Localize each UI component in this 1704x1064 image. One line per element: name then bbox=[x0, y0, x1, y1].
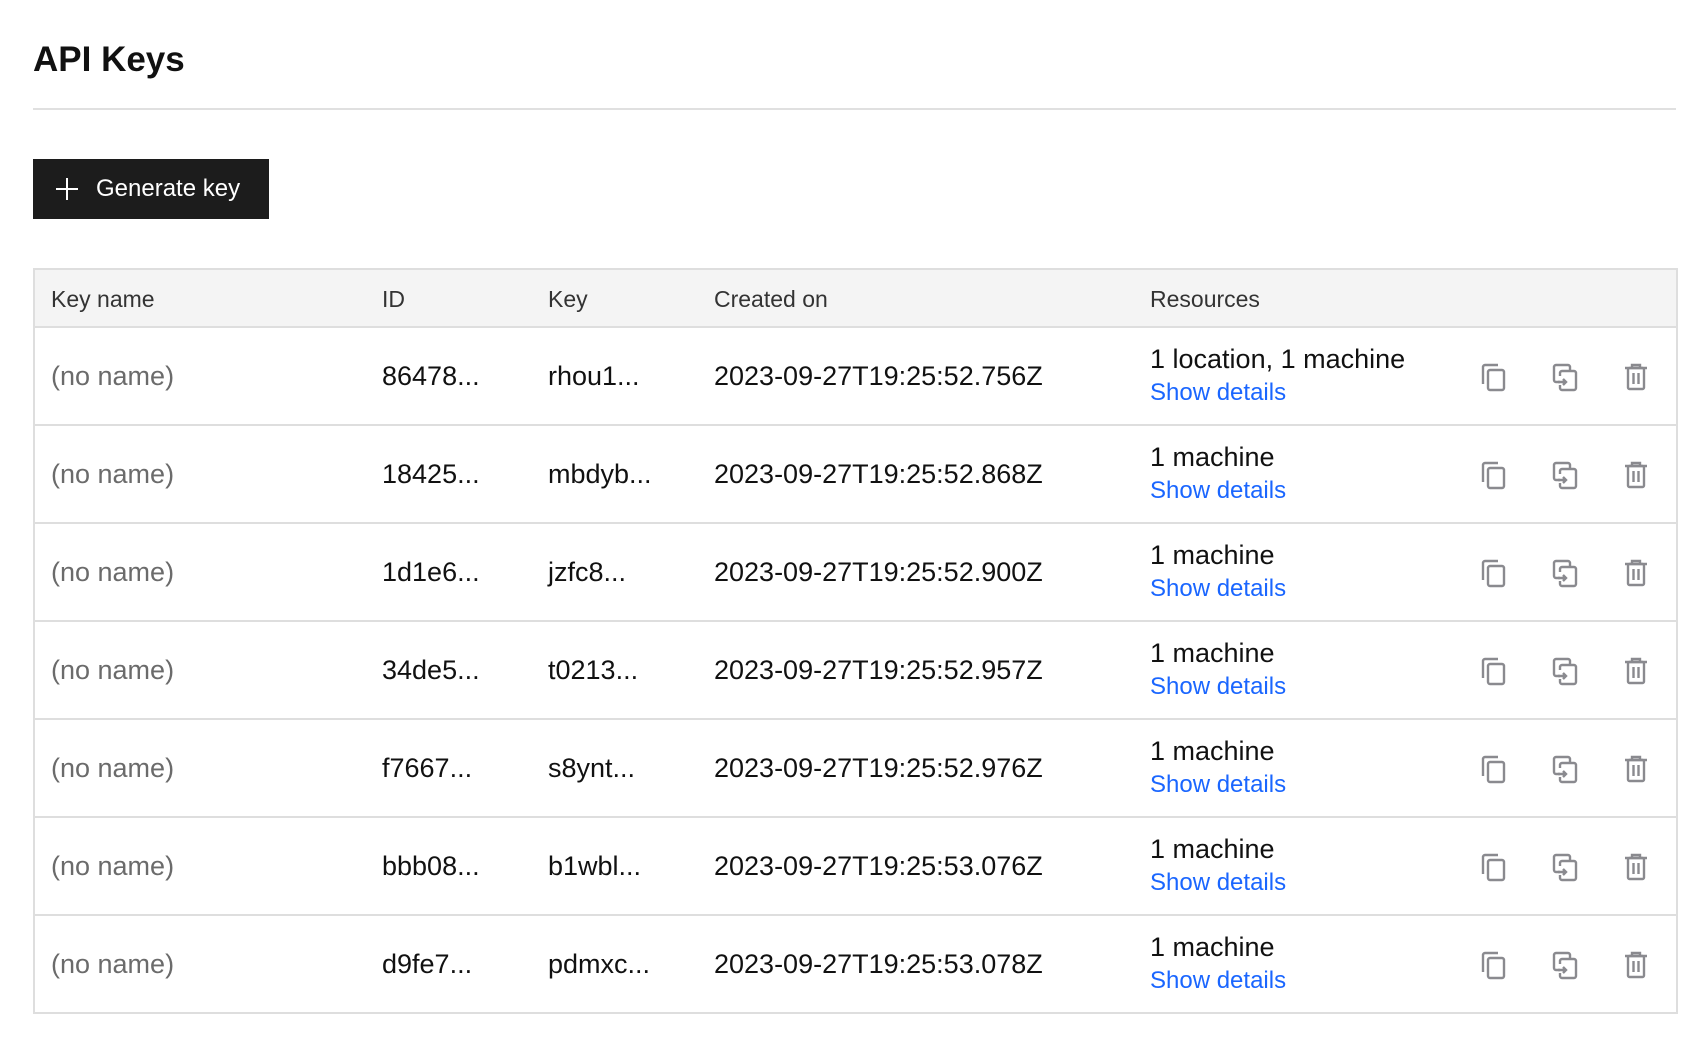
copy-icon[interactable] bbox=[1479, 852, 1509, 882]
created-on: 2023-09-27T19:25:53.078Z bbox=[714, 949, 1043, 979]
resources-summary: 1 machine bbox=[1150, 932, 1275, 962]
duplicate-icon[interactable] bbox=[1550, 754, 1580, 784]
copy-icon[interactable] bbox=[1479, 656, 1509, 686]
key-name: (no name) bbox=[51, 557, 175, 587]
show-details-link[interactable]: Show details bbox=[1150, 673, 1287, 700]
trash-icon[interactable] bbox=[1621, 950, 1651, 980]
trash-icon[interactable] bbox=[1621, 460, 1651, 490]
show-details-link[interactable]: Show details bbox=[1150, 477, 1287, 504]
resources-summary: 1 machine bbox=[1150, 638, 1275, 668]
resources: 1 machine Show details bbox=[1150, 932, 1286, 995]
key-value: mbdyb... bbox=[548, 459, 652, 489]
generate-key-label: Generate key bbox=[96, 175, 241, 202]
trash-icon[interactable] bbox=[1621, 656, 1651, 686]
key-name: (no name) bbox=[51, 753, 175, 783]
key-id: 1d1e6... bbox=[382, 557, 480, 587]
show-details-link[interactable]: Show details bbox=[1150, 869, 1287, 896]
resources-summary: 1 location, 1 machine bbox=[1150, 344, 1406, 374]
table-row: (no name) bbb08... b1wbl... 2023-09-27T19:2… bbox=[35, 818, 1676, 916]
created-on: 2023-09-27T19:25:52.976Z bbox=[714, 753, 1043, 783]
table-row: (no name) 1d1e6... jzfc8... 2023-09-27T19:2… bbox=[35, 524, 1676, 622]
resources: 1 machine Show details bbox=[1150, 638, 1286, 701]
created-on: 2023-09-27T19:25:52.957Z bbox=[714, 655, 1043, 685]
key-name: (no name) bbox=[51, 459, 175, 489]
trash-icon[interactable] bbox=[1621, 558, 1651, 588]
key-id: d9fe7... bbox=[382, 949, 473, 979]
key-name: (no name) bbox=[51, 655, 175, 685]
show-details-link[interactable]: Show details bbox=[1150, 771, 1287, 798]
created-on: 2023-09-27T19:25:52.900Z bbox=[714, 557, 1043, 587]
page-title: API Keys bbox=[33, 40, 185, 79]
duplicate-icon[interactable] bbox=[1550, 950, 1580, 980]
created-on: 2023-09-27T19:25:53.076Z bbox=[714, 851, 1043, 881]
show-details-link[interactable]: Show details bbox=[1150, 379, 1287, 406]
show-details-link[interactable]: Show details bbox=[1150, 575, 1287, 602]
plus-icon bbox=[56, 178, 78, 200]
duplicate-icon[interactable] bbox=[1550, 362, 1580, 392]
created-on: 2023-09-27T19:25:52.868Z bbox=[714, 459, 1043, 489]
resources: 1 machine Show details bbox=[1150, 540, 1286, 603]
trash-icon[interactable] bbox=[1621, 852, 1651, 882]
duplicate-icon[interactable] bbox=[1550, 852, 1580, 882]
key-id: f7667... bbox=[382, 753, 473, 783]
resources: 1 location, 1 machine Show details bbox=[1150, 344, 1405, 407]
created-on: 2023-09-27T19:25:52.756Z bbox=[714, 361, 1043, 391]
resources: 1 machine Show details bbox=[1150, 834, 1286, 897]
key-id: bbb08... bbox=[382, 851, 480, 881]
copy-icon[interactable] bbox=[1479, 950, 1509, 980]
trash-icon[interactable] bbox=[1621, 754, 1651, 784]
resources-summary: 1 machine bbox=[1150, 736, 1275, 766]
show-details-link[interactable]: Show details bbox=[1150, 967, 1287, 994]
key-id: 34de5... bbox=[382, 655, 480, 685]
copy-icon[interactable] bbox=[1479, 460, 1509, 490]
key-value: s8ynt... bbox=[548, 753, 636, 783]
duplicate-icon[interactable] bbox=[1550, 460, 1580, 490]
resources-summary: 1 machine bbox=[1150, 834, 1275, 864]
key-value: b1wbl... bbox=[548, 851, 642, 881]
key-value: jzfc8... bbox=[548, 557, 627, 587]
key-value: t0213... bbox=[548, 655, 639, 685]
copy-icon[interactable] bbox=[1479, 558, 1509, 588]
header-created-on: Created on bbox=[714, 286, 828, 312]
table-header: Key name ID Key Created on Resources bbox=[35, 270, 1676, 328]
key-name: (no name) bbox=[51, 361, 175, 391]
key-id: 86478... bbox=[382, 361, 480, 391]
header-resources: Resources bbox=[1150, 286, 1260, 312]
key-name: (no name) bbox=[51, 851, 175, 881]
table-row: (no name) 86478... rhou1... 2023-09-27T19:2… bbox=[35, 328, 1676, 426]
key-value: rhou1... bbox=[548, 361, 640, 391]
copy-icon[interactable] bbox=[1479, 754, 1509, 784]
generate-key-button[interactable]: Generate key bbox=[33, 159, 269, 219]
divider bbox=[33, 108, 1676, 110]
header-key: Key bbox=[548, 286, 588, 312]
duplicate-icon[interactable] bbox=[1550, 558, 1580, 588]
trash-icon[interactable] bbox=[1621, 362, 1651, 392]
key-name: (no name) bbox=[51, 949, 175, 979]
key-value: pdmxc... bbox=[548, 949, 651, 979]
table-row: (no name) 34de5... t0213... 2023-09-27T19:2… bbox=[35, 622, 1676, 720]
table-row: (no name) f7667... s8ynt... 2023-09-27T19:2… bbox=[35, 720, 1676, 818]
resources: 1 machine Show details bbox=[1150, 736, 1286, 799]
table-row: (no name) d9fe7... pdmxc... 2023-09-27T19:2… bbox=[35, 916, 1676, 1012]
resources: 1 machine Show details bbox=[1150, 442, 1286, 505]
resources-summary: 1 machine bbox=[1150, 442, 1275, 472]
header-key-name: Key name bbox=[51, 286, 155, 312]
key-id: 18425... bbox=[382, 459, 480, 489]
header-id: ID bbox=[382, 286, 405, 312]
api-keys-table: Key name ID Key Created on Resources (no… bbox=[33, 268, 1678, 1014]
table-row: (no name) 18425... mbdyb... 2023-09-27T19:2… bbox=[35, 426, 1676, 524]
copy-icon[interactable] bbox=[1479, 362, 1509, 392]
duplicate-icon[interactable] bbox=[1550, 656, 1580, 686]
resources-summary: 1 machine bbox=[1150, 540, 1275, 570]
